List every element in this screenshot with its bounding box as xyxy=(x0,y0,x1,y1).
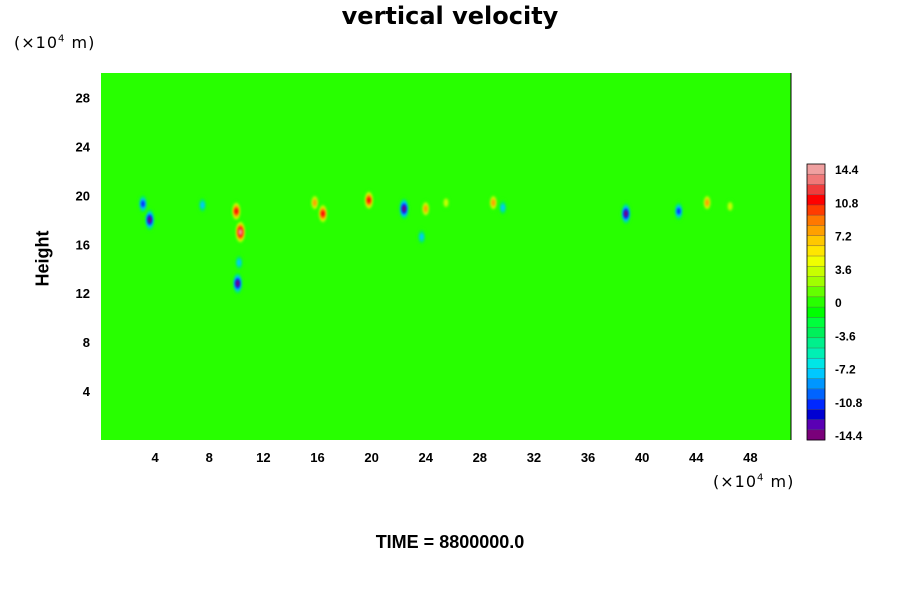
velocity-feature xyxy=(320,210,325,218)
x-tick-label: 32 xyxy=(527,450,541,465)
colorbar-segment xyxy=(807,337,825,349)
x-tick-label: 12 xyxy=(256,450,270,465)
colorbar-tick-label: -10.8 xyxy=(835,396,863,410)
velocity-feature xyxy=(234,207,239,215)
x-unit-suffix: m) xyxy=(764,472,795,491)
y-tick-label: 12 xyxy=(76,286,90,301)
colorbar-tick-label: -7.2 xyxy=(835,363,856,377)
velocity-feature xyxy=(235,280,240,287)
velocity-feature xyxy=(491,198,496,207)
colorbar xyxy=(806,163,826,441)
velocity-feature xyxy=(200,201,205,209)
y-unit-exponent: 4 xyxy=(58,33,66,45)
colorbar-segment xyxy=(807,317,825,328)
colorbar-tick-label: 14.4 xyxy=(835,163,859,177)
colorbar-segment xyxy=(807,194,825,206)
colorbar-segment xyxy=(807,296,825,308)
velocity-feature xyxy=(704,198,710,207)
chart-title: vertical velocity xyxy=(341,2,559,30)
colorbar-segment xyxy=(807,307,825,318)
velocity-feature xyxy=(312,198,317,207)
velocity-feature xyxy=(140,200,145,208)
velocity-feature xyxy=(727,202,733,211)
colorbar-segment xyxy=(807,429,825,441)
colorbar-tick-label: 10.8 xyxy=(835,196,859,210)
colorbar-tick-label: 7.2 xyxy=(835,230,852,244)
y-axis-ticks: 4 8 12 16 20 24 28 xyxy=(76,90,91,399)
y-unit-suffix: m) xyxy=(65,33,96,52)
colorbar-segment xyxy=(807,348,825,359)
colorbar-segment xyxy=(807,215,825,226)
velocity-feature xyxy=(402,205,406,213)
colorbar-segment xyxy=(807,174,825,185)
colorbar-frame xyxy=(806,163,826,441)
colorbar-segment xyxy=(807,204,825,216)
x-unit-exponent: 4 xyxy=(757,472,765,484)
colorbar-segment xyxy=(807,225,825,236)
colorbar-tick-label: 3.6 xyxy=(835,263,852,277)
colorbar-segment xyxy=(807,388,825,400)
plot-background xyxy=(101,73,791,440)
x-tick-label: 8 xyxy=(206,450,213,465)
colorbar-segment xyxy=(807,276,825,287)
x-axis-unit: (×104 m) xyxy=(713,472,794,491)
x-tick-label: 44 xyxy=(689,450,704,465)
velocity-feature xyxy=(419,233,424,241)
time-footer: TIME = 8800000.0 xyxy=(375,532,525,552)
colorbar-segment xyxy=(807,235,825,247)
velocity-feature xyxy=(443,198,449,207)
colorbar-segment xyxy=(807,164,825,175)
x-axis-ticks: 4 8 12 16 20 24 28 32 36 40 44 48 xyxy=(152,450,758,465)
y-tick-label: 24 xyxy=(76,139,91,154)
velocity-feature xyxy=(238,228,243,236)
x-tick-label: 24 xyxy=(418,450,433,465)
colorbar-segment xyxy=(807,368,825,379)
y-tick-label: 20 xyxy=(76,188,90,203)
x-tick-label: 48 xyxy=(743,450,757,465)
colorbar-tick-label: -3.6 xyxy=(835,329,856,343)
y-unit-prefix: (×10 xyxy=(14,33,59,52)
colorbar-segment xyxy=(807,409,825,420)
colorbar-segment xyxy=(807,327,825,339)
colorbar-segment xyxy=(807,256,825,267)
colorbar-segment xyxy=(807,266,825,277)
velocity-feature xyxy=(423,205,428,213)
x-tick-label: 28 xyxy=(473,450,487,465)
x-tick-label: 20 xyxy=(364,450,378,465)
velocity-feature xyxy=(366,196,371,204)
y-axis-unit: (×104 m) xyxy=(14,33,95,52)
x-tick-label: 40 xyxy=(635,450,649,465)
x-unit-prefix: (×10 xyxy=(713,472,758,491)
y-tick-label: 8 xyxy=(83,335,90,350)
velocity-features xyxy=(138,189,735,296)
x-tick-label: 4 xyxy=(152,450,160,465)
x-tick-label: 36 xyxy=(581,450,595,465)
plot-area xyxy=(101,73,792,440)
velocity-feature xyxy=(500,203,505,212)
x-tick-label: 16 xyxy=(310,450,324,465)
colorbar-segment xyxy=(807,184,825,195)
colorbar-segment xyxy=(807,399,825,410)
y-tick-label: 28 xyxy=(76,90,90,105)
colorbar-labels: 14.4 10.8 7.2 3.6 0 -3.6 -7.2 -10.8 -14.4 xyxy=(835,163,863,443)
colorbar-segment xyxy=(807,419,825,431)
colorbar-tick-label: 0 xyxy=(835,296,842,310)
velocity-feature xyxy=(624,210,628,217)
y-tick-label: 4 xyxy=(83,384,91,399)
velocity-feature xyxy=(147,216,152,224)
colorbar-segment xyxy=(807,245,825,257)
velocity-feature xyxy=(236,258,242,267)
colorbar-tick-label: -14.4 xyxy=(835,429,863,443)
y-tick-label: 16 xyxy=(76,237,90,252)
colorbar-segment xyxy=(807,378,825,390)
colorbar-segment xyxy=(807,286,825,298)
colorbar-segment xyxy=(807,358,825,369)
velocity-feature xyxy=(676,207,681,215)
